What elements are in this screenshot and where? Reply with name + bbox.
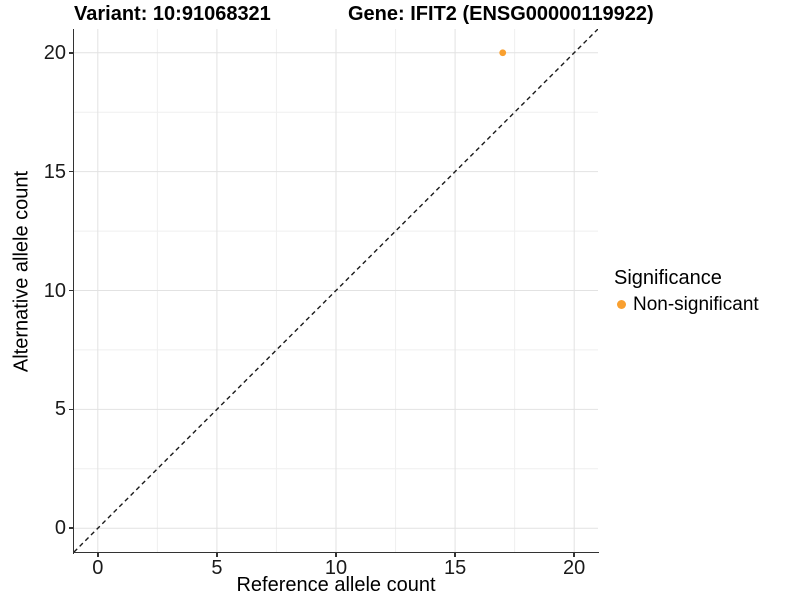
x-tick-label: 15 <box>443 557 467 579</box>
plot-panel <box>74 29 598 552</box>
x-tick-mark <box>216 552 218 557</box>
x-axis-line <box>72 551 599 554</box>
x-tick-label: 10 <box>324 557 348 579</box>
legend-title: Significance <box>614 267 722 289</box>
legend-item: Non-significant <box>614 293 759 316</box>
x-tick-mark <box>97 552 99 557</box>
y-tick-label: 0 <box>54 517 66 540</box>
y-tick-mark <box>68 527 73 530</box>
y-axis-line <box>72 29 75 554</box>
gene-title: Gene: IFIT2 (ENSG00000119922) <box>348 3 654 25</box>
variant-title: Variant: 10:91068321 <box>74 3 271 25</box>
y-tick-mark <box>68 408 73 411</box>
data-point <box>499 49 507 57</box>
y-tick-label: 10 <box>43 279 66 302</box>
x-tick-label: 20 <box>563 557 586 579</box>
x-axis-title: Reference allele count <box>236 574 436 596</box>
x-tick-label: 5 <box>211 557 223 579</box>
y-axis-title: Alternative allele count <box>10 170 33 373</box>
x-tick-mark <box>573 552 575 557</box>
x-tick-mark <box>454 552 456 557</box>
x-tick-label: 0 <box>92 557 104 579</box>
y-tick-label: 15 <box>43 160 66 183</box>
y-tick-label: 20 <box>43 41 66 64</box>
legend-point-icon <box>617 300 626 309</box>
y-tick-mark <box>68 289 73 292</box>
legend-item-label: Non-significant <box>633 294 759 315</box>
y-tick-label: 5 <box>54 398 66 421</box>
x-tick-mark <box>335 552 337 557</box>
identity-line <box>74 29 598 552</box>
y-tick-mark <box>68 51 73 54</box>
y-tick-mark <box>68 170 73 173</box>
legend: Significance Non-significant <box>614 266 759 316</box>
